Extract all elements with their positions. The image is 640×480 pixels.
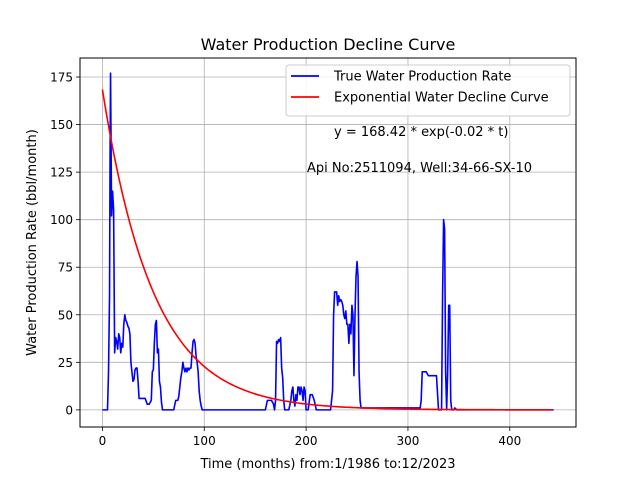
x-tick-label: 400 <box>498 434 521 448</box>
legend-label-decline-curve: Exponential Water Decline Curve <box>334 91 549 106</box>
y-tick-label: 50 <box>58 308 73 322</box>
axes: 0 100 200 300 400 0 25 50 75 100 125 150 175 <box>50 71 521 448</box>
legend: True Water Production Rate Exponential W… <box>285 64 571 117</box>
equation-annotation: y = 168.42 * exp(-0.02 * t) <box>334 125 508 140</box>
series-lines <box>101 72 554 411</box>
y-tick-label: 25 <box>58 356 73 370</box>
y-axis-label: Water Production Rate (bbl/month) <box>25 129 40 356</box>
series-line-decline-curve <box>101 89 553 411</box>
y-tick-label: 100 <box>50 213 73 227</box>
x-tick-label: 300 <box>396 434 419 448</box>
legend-label-true-rate: True Water Production Rate <box>333 70 511 85</box>
plot-frame <box>79 57 577 428</box>
x-tick-label: 100 <box>193 434 216 448</box>
chart-title: Water Production Decline Curve <box>201 35 456 54</box>
well-info-annotation: Api No:2511094, Well:34-66-SX-10 <box>307 161 532 176</box>
y-tick-label: 0 <box>65 403 73 417</box>
series-line-true-rate <box>102 72 554 411</box>
x-tick-label: 200 <box>295 434 318 448</box>
x-tick-label: 0 <box>99 434 107 448</box>
legend-box <box>285 64 571 117</box>
y-tick-label: 75 <box>58 261 73 275</box>
y-tick-label: 150 <box>50 118 73 132</box>
x-axis-label: Time (months) from:1/1986 to:12/2023 <box>199 457 455 472</box>
y-tick-label: 125 <box>50 166 73 180</box>
grid <box>80 58 576 427</box>
y-tick-label: 175 <box>50 71 73 85</box>
